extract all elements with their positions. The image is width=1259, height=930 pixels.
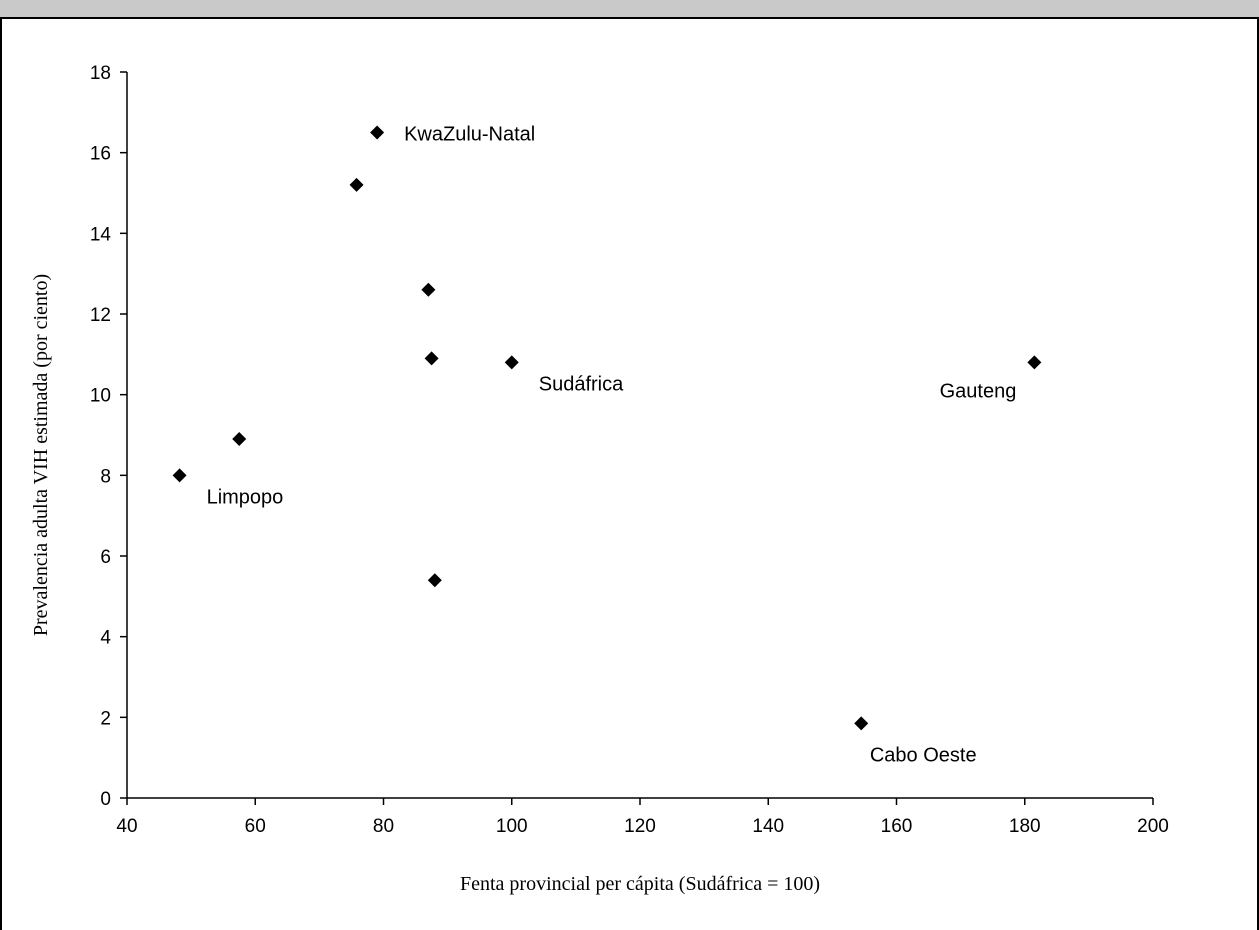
data-point xyxy=(504,355,519,370)
x-tick-label: 180 xyxy=(1009,816,1041,837)
data-point xyxy=(421,282,436,297)
data-point xyxy=(424,351,439,366)
data-point xyxy=(232,432,247,447)
axes xyxy=(126,72,1153,799)
y-tick-label: 8 xyxy=(100,466,111,487)
y-tick-label: 16 xyxy=(90,144,111,165)
y-tick-label: 14 xyxy=(90,224,112,245)
data-points xyxy=(172,125,1042,731)
data-point xyxy=(349,177,364,192)
data-point xyxy=(854,716,869,731)
y-tick-label: 0 xyxy=(100,789,111,810)
x-tick-label: 80 xyxy=(373,816,394,837)
data-point xyxy=(172,468,187,483)
x-tick-label: 100 xyxy=(496,816,528,837)
data-point xyxy=(370,125,385,140)
point-label: Gauteng xyxy=(940,380,1017,402)
y-tick-label: 12 xyxy=(90,305,111,326)
x-tick-label: 60 xyxy=(245,816,266,837)
y-axis-title: Prevalencia adulta VIH estimada (por cie… xyxy=(30,274,52,636)
point-label: Limpopo xyxy=(207,486,284,508)
point-label: Cabo Oeste xyxy=(870,744,977,766)
x-tick-label: 140 xyxy=(752,816,784,837)
point-labels: Limpopo KwaZulu-Natal Sudáfrica Cabo Oeste G… xyxy=(207,124,1017,767)
x-tick-label: 160 xyxy=(881,816,913,837)
y-tick-label: 18 xyxy=(90,63,111,84)
x-ticks: 40 60 80 100 120 140 160 180 200 xyxy=(116,798,1169,837)
x-axis-title: Fenta provincial per cápita (Sudáfrica =… xyxy=(460,873,820,895)
data-point xyxy=(427,573,442,588)
point-label: KwaZulu-Natal xyxy=(404,124,535,146)
x-tick-label: 40 xyxy=(116,816,137,837)
y-tick-label: 4 xyxy=(100,628,111,649)
point-label: Sudáfrica xyxy=(539,373,624,395)
figure-header-bar xyxy=(0,0,1259,19)
x-tick-label: 200 xyxy=(1137,816,1169,837)
y-tick-label: 6 xyxy=(100,547,111,568)
y-tick-label: 10 xyxy=(90,386,111,407)
y-tick-label: 2 xyxy=(100,708,111,729)
x-tick-label: 120 xyxy=(624,816,656,837)
data-point xyxy=(1027,355,1042,370)
y-ticks: 0 2 4 6 8 10 12 14 16 18 xyxy=(90,63,127,810)
